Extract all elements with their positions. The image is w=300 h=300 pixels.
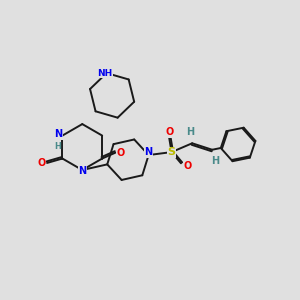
Text: O: O — [38, 158, 46, 168]
Text: NH: NH — [98, 69, 113, 78]
Text: O: O — [117, 148, 125, 158]
Text: H: H — [211, 156, 219, 166]
Text: N: N — [78, 167, 86, 176]
Text: O: O — [165, 127, 173, 137]
Text: S: S — [168, 147, 176, 157]
Text: O: O — [183, 161, 192, 171]
Text: H: H — [186, 127, 194, 137]
Text: N: N — [145, 147, 153, 157]
Text: H: H — [55, 142, 62, 151]
Text: N: N — [54, 129, 62, 139]
